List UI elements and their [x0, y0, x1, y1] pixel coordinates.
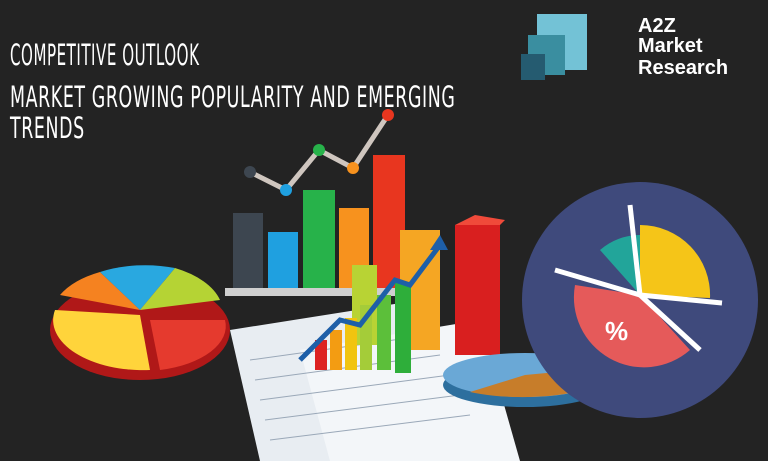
- bar-chart-3d: [298, 215, 505, 373]
- logo-text-market: Market: [638, 35, 703, 57]
- a2z-logo: A2Z Market Research: [520, 12, 750, 82]
- logo-square-small: [521, 54, 545, 80]
- bar-chart-top: [225, 109, 405, 296]
- page-title-line2: TRENDS: [10, 111, 85, 145]
- kicker-heading: COMPETITIVE OUTLOOK: [10, 38, 200, 72]
- percent-symbol: %: [605, 316, 628, 346]
- percent-circle: [522, 182, 758, 418]
- pie-chart-3d: [50, 265, 230, 380]
- logo-text-a2z: A2Z: [638, 15, 676, 37]
- page-title-line1: MARKET GROWING POPULARITY AND EMERGING: [10, 80, 456, 114]
- logo-text-research: Research: [638, 57, 729, 79]
